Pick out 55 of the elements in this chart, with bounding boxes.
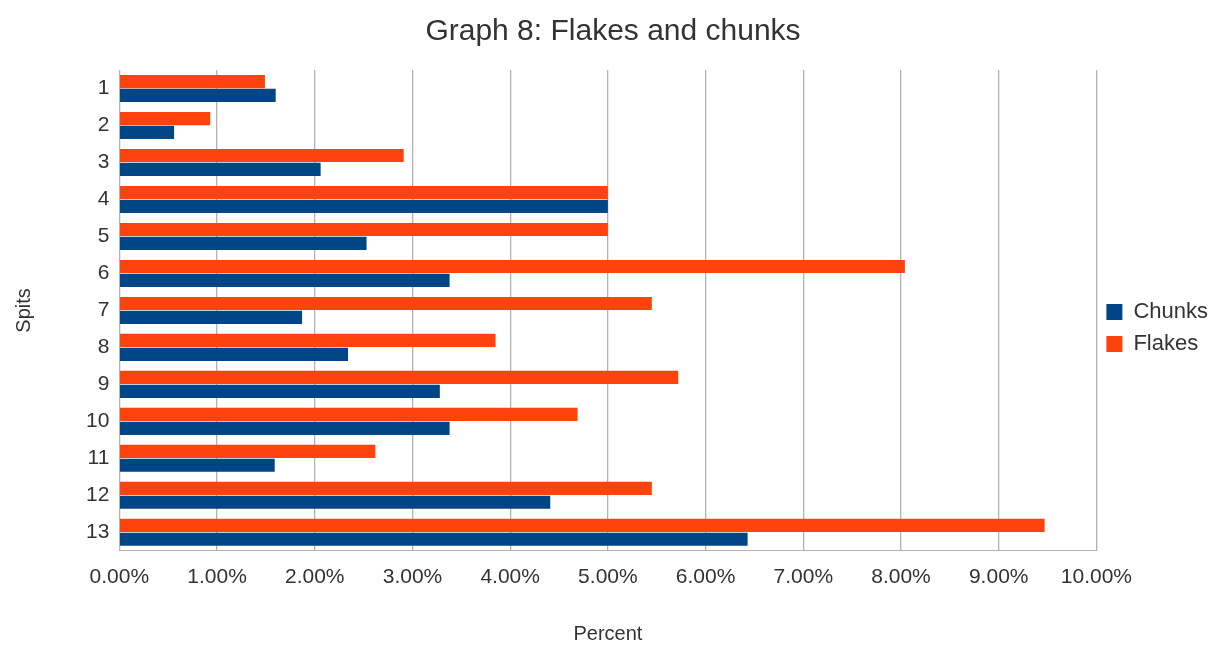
x-tick-label: 5.00% <box>578 564 638 588</box>
bar <box>120 495 551 509</box>
bar <box>120 384 440 398</box>
x-tick-label: 2.00% <box>284 564 345 588</box>
bar <box>120 111 211 126</box>
bar <box>120 88 276 103</box>
bar <box>120 148 404 163</box>
bar <box>120 222 608 237</box>
bar <box>120 458 275 472</box>
x-axis-title: Percent <box>573 621 643 644</box>
y-tick-label: 11 <box>87 445 110 469</box>
y-axis-title: Spits <box>11 288 34 333</box>
y-tick-label: 13 <box>86 519 110 543</box>
y-tick-label: 12 <box>86 482 110 506</box>
x-tick-label: 7.00% <box>773 564 834 588</box>
bar <box>120 421 450 435</box>
bar <box>120 407 578 422</box>
bar <box>120 162 321 176</box>
x-tick-label: 0.00% <box>89 564 150 588</box>
bar <box>120 370 679 385</box>
y-tick-label: 7 <box>97 297 110 321</box>
bar <box>120 273 450 287</box>
y-tick-label: 3 <box>97 149 110 173</box>
bar <box>120 333 496 348</box>
legend-label: Flakes <box>1133 330 1199 356</box>
bar <box>120 310 303 324</box>
bar <box>120 125 175 139</box>
legend-label: Chunks <box>1133 298 1208 324</box>
x-tick-label: 9.00% <box>968 564 1029 588</box>
bar <box>120 518 1045 532</box>
bar <box>120 296 652 311</box>
x-tick-label: 6.00% <box>675 564 736 588</box>
chart-title: Graph 8: Flakes and chunks <box>425 13 801 47</box>
bar <box>120 185 608 200</box>
bar <box>120 347 348 361</box>
y-tick-label: 10 <box>86 408 110 432</box>
bar <box>120 532 748 546</box>
y-tick-label: 9 <box>97 371 110 395</box>
x-tick-label: 1.00% <box>187 564 247 588</box>
bar <box>120 74 265 89</box>
x-tick-label: 4.00% <box>480 564 540 588</box>
x-tick-label: 8.00% <box>871 564 931 588</box>
x-tick-label: 10.00% <box>1060 564 1133 588</box>
y-tick-label: 5 <box>97 223 110 247</box>
bar <box>120 199 608 213</box>
y-tick-label: 6 <box>97 260 110 284</box>
x-tick-label: 3.00% <box>382 564 443 588</box>
bar <box>120 236 367 250</box>
bar <box>120 444 376 458</box>
y-tick-label: 8 <box>97 334 110 358</box>
y-tick-label: 4 <box>97 186 110 210</box>
bar <box>120 481 652 495</box>
y-tick-label: 1 <box>97 75 110 99</box>
y-tick-label: 2 <box>97 112 110 136</box>
bar <box>120 259 905 274</box>
